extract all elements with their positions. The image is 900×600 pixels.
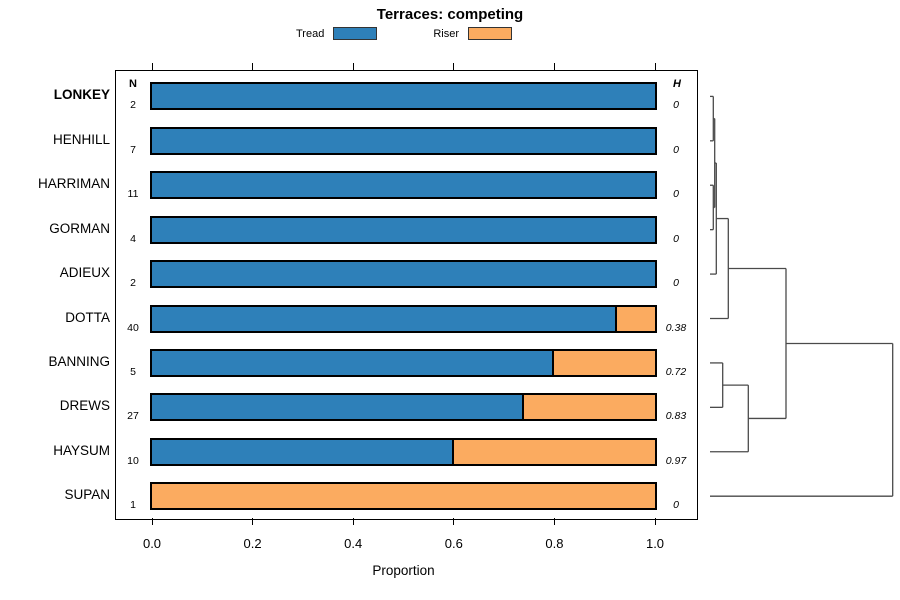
- x-tick-label: 0.4: [344, 536, 363, 551]
- riser-segment: [554, 350, 655, 375]
- n-value: 10: [127, 454, 139, 467]
- tread-segment: [152, 173, 655, 198]
- n-value: 11: [127, 188, 139, 201]
- n-value: 2: [130, 99, 136, 112]
- axis-tick: [252, 518, 254, 525]
- axis-tick: [553, 63, 555, 70]
- tread-segment: [152, 439, 454, 464]
- axis-tick: [352, 63, 354, 70]
- stacked-bar: [150, 126, 657, 155]
- dendrogram: [710, 95, 894, 497]
- n-value: 27: [127, 410, 139, 423]
- x-tick-label: 0.6: [444, 536, 463, 551]
- legend-entry-riser: Riser: [433, 27, 512, 40]
- legend-entry-tread: Tread: [296, 27, 378, 40]
- n-value: 7: [130, 143, 136, 156]
- axis-tick: [654, 63, 656, 70]
- x-tick-label: 0.8: [545, 536, 564, 551]
- h-value: 0.38: [665, 321, 687, 334]
- h-value: 0.83: [665, 410, 687, 423]
- x-axis-label: Proportion: [372, 563, 435, 578]
- axis-tick: [453, 63, 455, 70]
- n-value: 4: [130, 232, 136, 245]
- stacked-bar: [150, 260, 657, 289]
- tread-segment: [152, 350, 555, 375]
- h-value: 0: [673, 143, 679, 156]
- x-tick-label: 0.2: [243, 536, 262, 551]
- legend-swatch-tread: [333, 27, 378, 40]
- row-label: DOTTA: [65, 309, 110, 325]
- tread-segment: [152, 217, 655, 242]
- x-tick-label: 1.0: [645, 536, 665, 551]
- legend: Tread Riser: [0, 27, 808, 40]
- legend-label: Riser: [433, 27, 459, 40]
- tread-segment: [152, 306, 618, 331]
- riser-segment: [524, 395, 655, 420]
- axis-tick: [453, 518, 455, 525]
- stacked-bar: [150, 82, 657, 111]
- stacked-bar: [150, 482, 657, 511]
- n-value: 5: [130, 365, 136, 378]
- tread-segment: [152, 128, 655, 153]
- row-label: SUPAN: [64, 487, 110, 503]
- h-value: 0.97: [665, 454, 687, 467]
- legend-swatch-riser: [468, 27, 512, 40]
- row-label: HENHILL: [52, 131, 110, 147]
- h-value: 0: [673, 188, 679, 201]
- riser-segment: [152, 484, 655, 509]
- row-label: LONKEY: [53, 87, 110, 103]
- tread-segment: [152, 262, 655, 287]
- stacked-bar: [150, 304, 657, 333]
- stacked-bar: [150, 171, 657, 200]
- row-label: BANNING: [48, 353, 110, 369]
- h-value: 0: [673, 99, 679, 112]
- stacked-bar: [150, 437, 657, 466]
- row-label: HAYSUM: [53, 442, 110, 458]
- axis-tick: [352, 518, 354, 525]
- axis-tick: [252, 63, 254, 70]
- n-value: 40: [127, 321, 139, 334]
- row-label: HARRIMAN: [37, 176, 110, 192]
- stacked-bar: [150, 215, 657, 244]
- stacked-bar: [150, 348, 657, 377]
- tread-segment: [152, 84, 655, 109]
- chart-title: Terraces: competing: [376, 6, 524, 23]
- x-tick-label: 0.0: [142, 536, 162, 551]
- h-value: 0: [673, 232, 679, 245]
- h-value: 0: [673, 277, 679, 290]
- h-value: 0.72: [665, 365, 687, 378]
- legend-label: Tread: [296, 27, 325, 40]
- tread-segment: [152, 395, 525, 420]
- stacked-bar: [150, 393, 657, 422]
- axis-tick: [553, 518, 555, 525]
- h-column-header: H: [673, 78, 681, 90]
- row-label: GORMAN: [49, 220, 110, 236]
- riser-segment: [453, 439, 655, 464]
- n-value: 2: [130, 277, 136, 290]
- axis-tick: [654, 518, 656, 525]
- axis-tick: [151, 63, 153, 70]
- row-label: ADIEUX: [59, 265, 110, 281]
- row-label: DREWS: [59, 398, 110, 414]
- n-value: 1: [130, 499, 136, 512]
- h-value: 0: [673, 499, 679, 512]
- n-column-header: N: [129, 78, 137, 90]
- axis-tick: [151, 518, 153, 525]
- riser-segment: [617, 306, 655, 331]
